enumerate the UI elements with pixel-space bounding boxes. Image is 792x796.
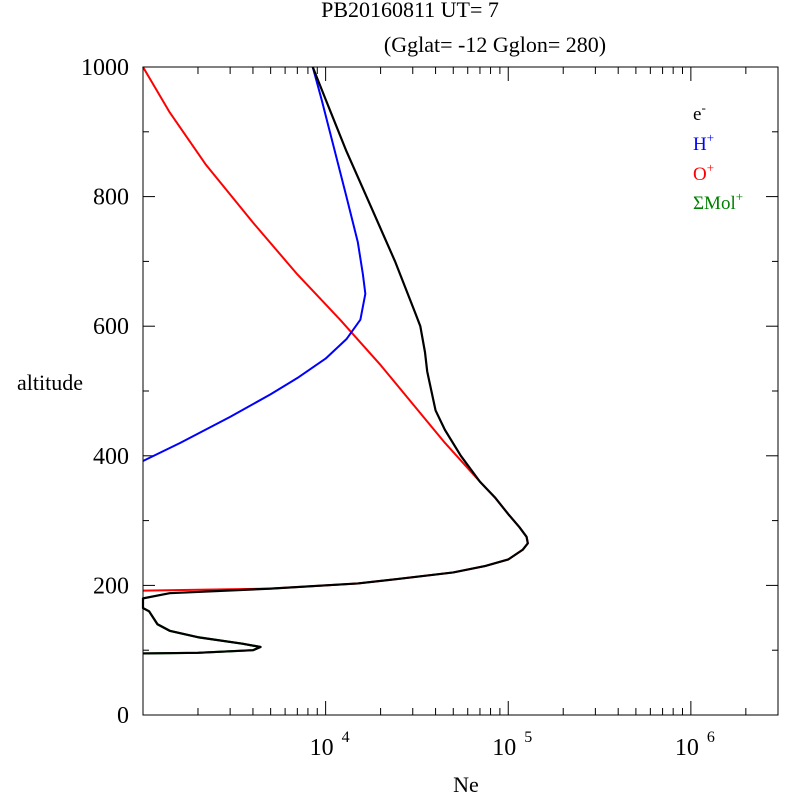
x-tick-label-exponent: 6	[707, 729, 715, 746]
x-tick-label: 10	[310, 735, 334, 761]
axis-ticks	[142, 66, 779, 716]
x-tick-label: 10	[492, 735, 516, 761]
chart-title-line2: (Gglat= -12 Gglon= 280)	[384, 32, 606, 57]
x-tick-label-exponent: 4	[342, 729, 350, 746]
series-line-electron	[141, 66, 529, 655]
y-tick-label: 600	[93, 314, 129, 340]
x-axis-label: Ne	[453, 772, 479, 796]
series-line-molecular-ions	[142, 607, 262, 655]
x-tick-label: 10	[675, 735, 699, 761]
legend: e- H+ O+ ΣMol+	[693, 100, 743, 214]
legend-item: H+	[693, 130, 714, 155]
legend-item: O+	[693, 160, 714, 185]
y-tick-label: 200	[93, 573, 129, 599]
x-tick-label-exponent: 5	[524, 729, 532, 746]
legend-item: e-	[693, 100, 706, 125]
y-tick-label: 800	[93, 185, 129, 211]
x-tick-labels: 10 4 10 5 10 6	[310, 729, 715, 761]
series-layer	[141, 66, 529, 655]
chart-title-line1: PB20160811 UT= 7	[321, 0, 499, 22]
plot-frame	[142, 66, 779, 716]
y-axis-label: altitude	[17, 370, 83, 395]
y-tick-labels: 0 200 400 600 800 1000	[81, 55, 129, 729]
series-line-oxygen-ion	[142, 66, 529, 592]
y-tick-label: 1000	[81, 55, 129, 81]
legend-item: ΣMol+	[693, 189, 743, 214]
y-tick-label: 400	[93, 444, 129, 470]
series-line-hydrogen-ion	[142, 66, 367, 462]
y-tick-label: 0	[117, 703, 129, 729]
